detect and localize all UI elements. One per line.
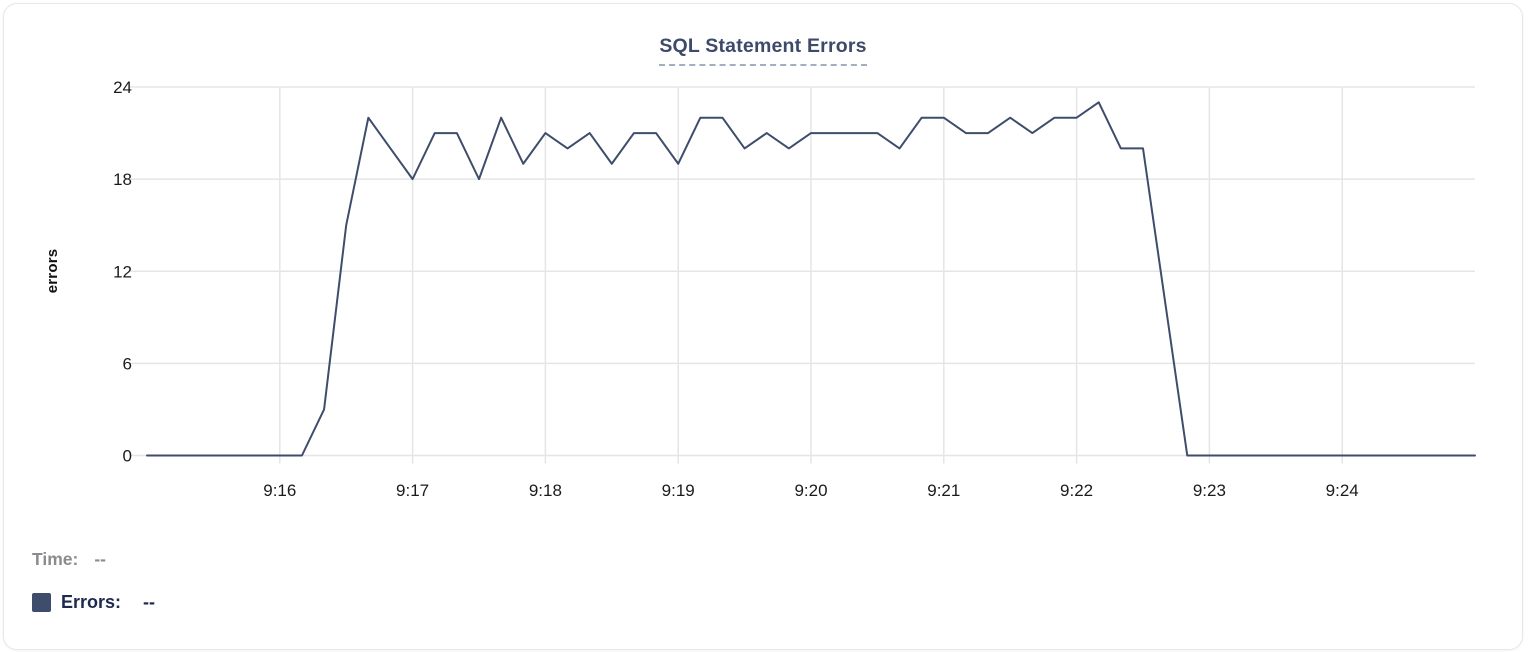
time-label: Time: [32, 549, 79, 569]
chart-header: SQL Statement Errors [4, 35, 1522, 66]
y-tick-label: 24 [113, 78, 132, 97]
y-tick-label: 6 [123, 354, 132, 373]
y-tick-label: 0 [123, 447, 132, 466]
x-tick-label: 9:20 [794, 481, 827, 500]
tooltip-errors-row: Errors: -- [32, 592, 155, 613]
time-value: -- [94, 549, 107, 569]
x-tick-label: 9:19 [662, 481, 695, 500]
x-tick-label: 9:16 [263, 481, 296, 500]
errors-line-chart[interactable]: 0 6 12 18 24 9:16 9:17 9:18 9:19 9:20 9:21 9:22 9:23… [4, 4, 1528, 514]
errors-series-line [146, 101, 1476, 457]
y-axis-title: errors [43, 248, 61, 294]
x-tick-label: 9:23 [1193, 481, 1226, 500]
errors-label: Errors: [61, 592, 122, 612]
x-tick-label: 9:24 [1326, 481, 1359, 500]
errors-series-color-swatch [32, 593, 51, 612]
chart-card: SQL Statement Errors 0 6 12 18 24 9:16 9:17 9:1… [3, 3, 1523, 650]
y-tick-label: 18 [113, 170, 132, 189]
x-tick-label: 9:21 [927, 481, 960, 500]
tooltip-time-row: Time: -- [32, 549, 106, 570]
x-tick-label: 9:17 [396, 481, 429, 500]
chart-title[interactable]: SQL Statement Errors [659, 35, 867, 66]
x-tick-label: 9:18 [529, 481, 562, 500]
errors-value: -- [143, 592, 156, 612]
y-tick-label: 12 [113, 262, 132, 281]
x-tick-label: 9:22 [1060, 481, 1093, 500]
